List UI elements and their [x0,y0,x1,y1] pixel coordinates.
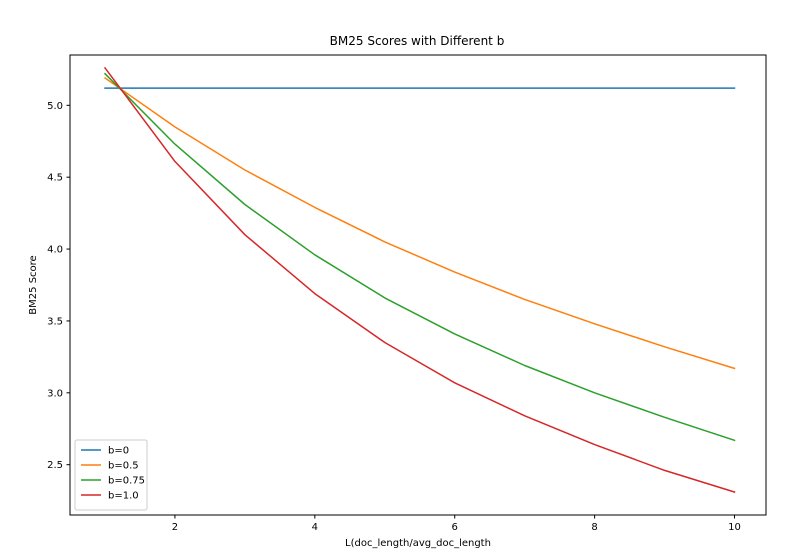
x-tick-label: 2 [172,522,178,533]
y-tick-label: 5.0 [47,101,63,112]
legend-box [74,439,148,511]
chart-title: BM25 Scores with Different b [330,34,505,48]
legend-label: b=0 [108,446,129,457]
x-tick-label: 6 [452,522,458,533]
x-tick-label: 10 [728,522,741,533]
y-tick-label: 4.5 [47,173,63,184]
y-tick-label: 2.5 [47,460,63,471]
y-tick-label: 3.0 [47,388,63,399]
legend: b=0 b=0.5 b=0.75 b=1.0 [74,439,148,511]
y-tick-label: 4.0 [47,245,63,256]
y-tick-label: 3.5 [47,316,63,327]
series-line-b-0-75 [103,72,736,442]
plot-area-frame [69,54,767,516]
y-axis-label: BM25 Score [28,255,39,314]
x-axis-label: L(doc_length/avg_doc_length [345,538,491,549]
x-axis-ticks: 2 4 6 8 10 [172,515,741,533]
x-tick-label: 8 [591,522,597,533]
series-line-b-0-5 [103,76,736,370]
series-layer [103,66,736,493]
x-tick-label: 4 [312,522,318,533]
legend-label: b=0.5 [108,461,139,472]
series-line-b-1-0 [103,66,736,493]
legend-label: b=1.0 [108,491,139,502]
legend-label: b=0.75 [108,476,145,487]
y-axis-ticks: 2.5 3.0 3.5 4.0 4.5 5.0 [47,101,70,471]
